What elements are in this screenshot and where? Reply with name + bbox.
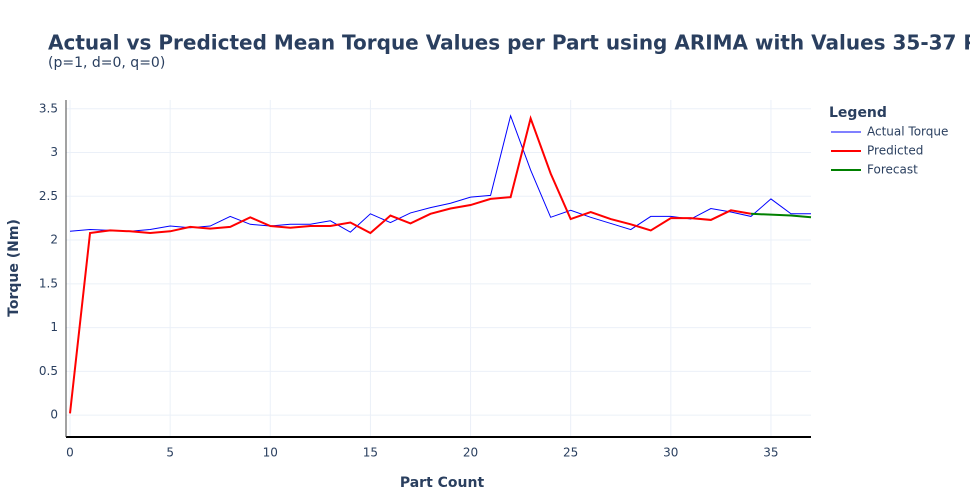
series-line xyxy=(69,114,811,233)
y-tick-label: 3 xyxy=(50,145,58,159)
y-tick-label: 3.5 xyxy=(39,101,58,115)
series-line xyxy=(750,212,812,219)
legend-title: Legend xyxy=(829,105,887,121)
x-tick-label: 15 xyxy=(363,446,378,460)
x-tick-label: 35 xyxy=(763,446,778,460)
y-tick-label: 2.5 xyxy=(39,189,58,203)
y-tick-label: 1 xyxy=(50,320,58,334)
legend-label: Predicted xyxy=(867,144,923,158)
y-tick-label: 0 xyxy=(50,408,58,422)
x-tick-label: 30 xyxy=(663,446,678,460)
y-tick-label: 1.5 xyxy=(39,276,58,290)
x-axis-title: Part Count xyxy=(400,475,485,491)
x-tick-label: 10 xyxy=(263,446,278,460)
x-tick-label: 0 xyxy=(66,446,74,460)
x-tick-label: 25 xyxy=(563,446,578,460)
y-tick-label: 0.5 xyxy=(39,364,58,378)
legend-label: Actual Torque xyxy=(867,125,948,139)
y-axis-title: Torque (Nm) xyxy=(6,219,22,317)
legend-label: Forecast xyxy=(867,163,918,177)
chart-subtitle: (p=1, d=0, q=0) xyxy=(48,55,165,71)
x-tick-label: 20 xyxy=(463,446,478,460)
series-line xyxy=(69,114,752,414)
chart-title: Actual vs Predicted Mean Torque Values p… xyxy=(48,31,970,55)
y-tick-label: 2 xyxy=(50,233,58,247)
x-tick-label: 5 xyxy=(166,446,174,460)
